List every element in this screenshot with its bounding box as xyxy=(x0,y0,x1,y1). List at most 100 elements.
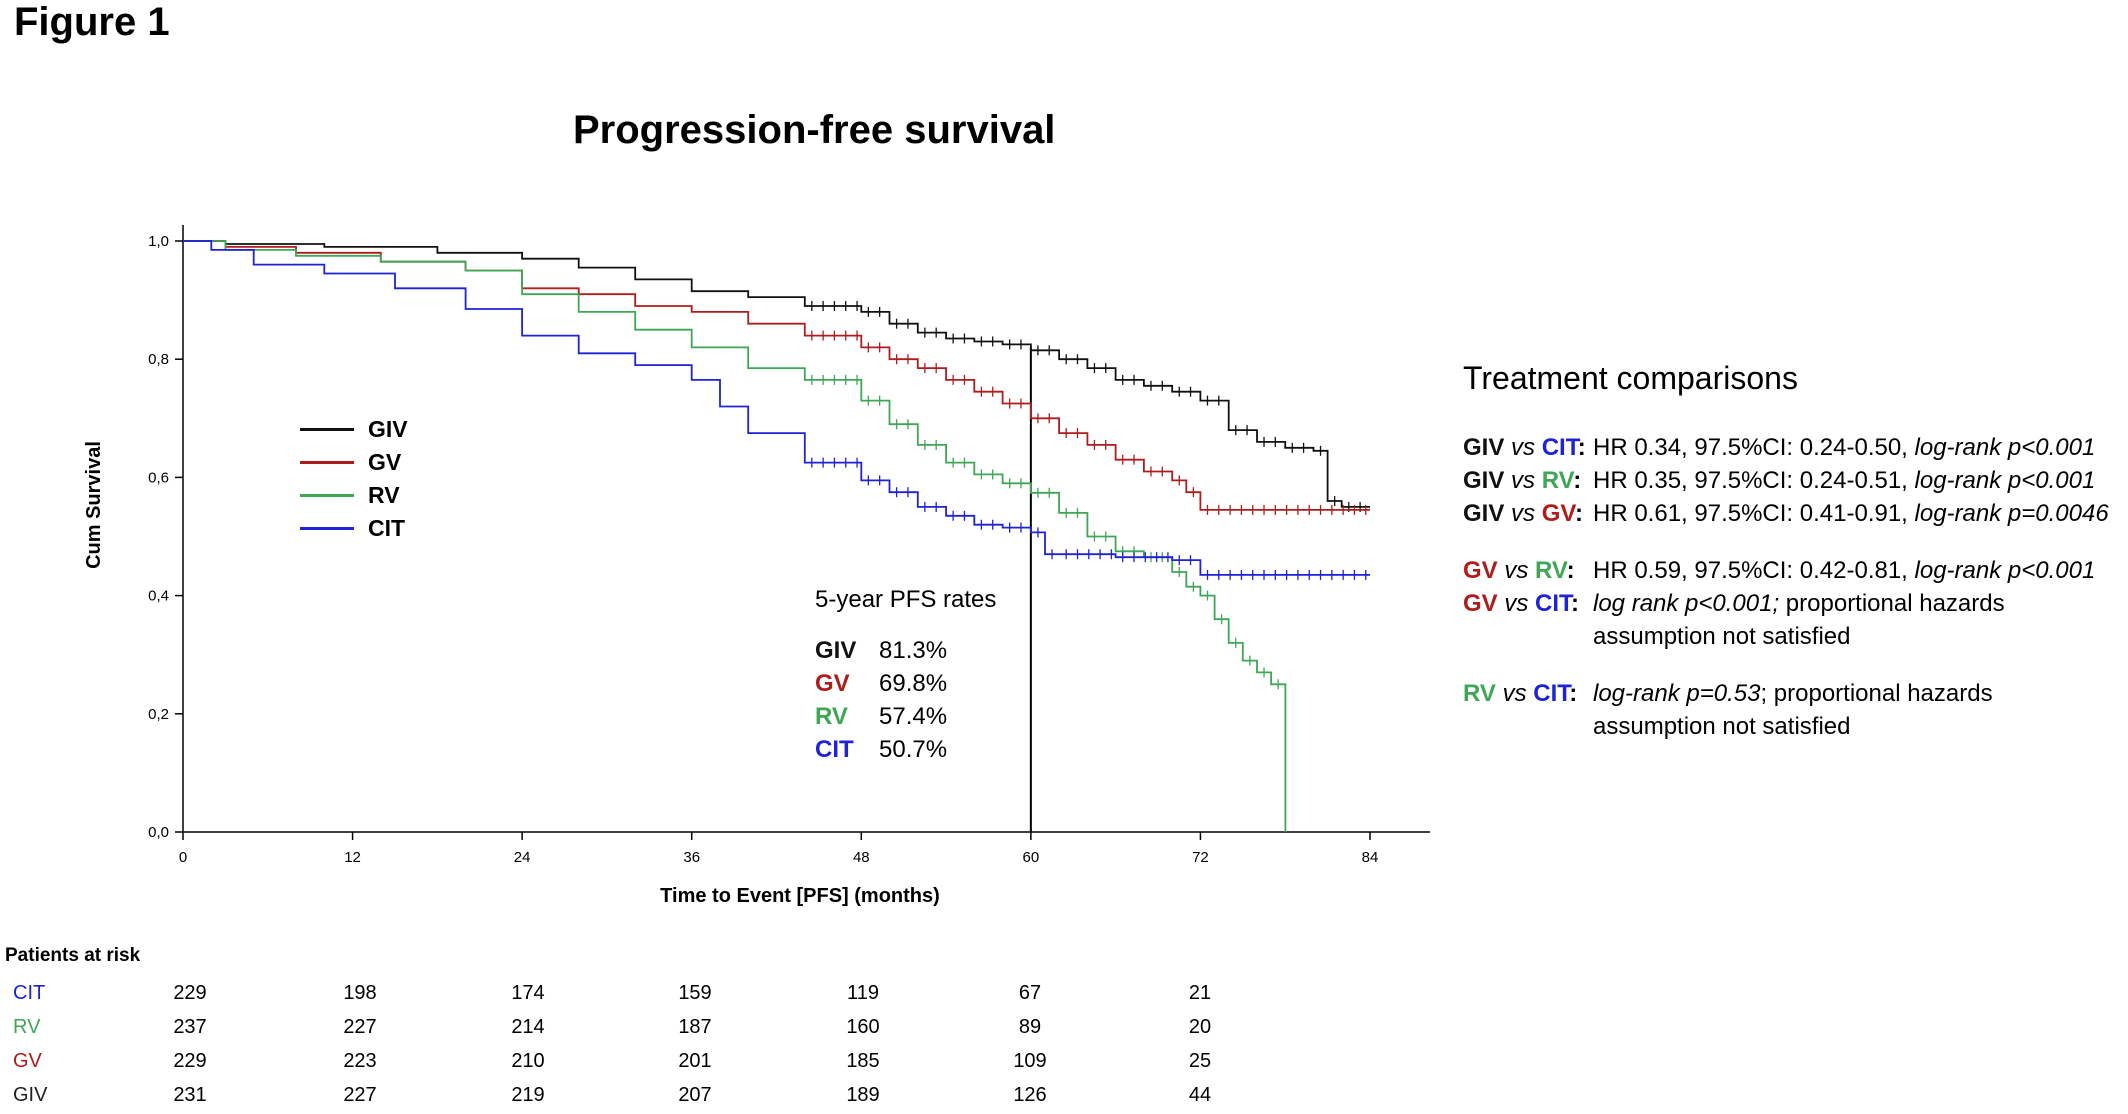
comparison-text: assumption not satisfied xyxy=(1593,623,1851,650)
risk-value: 109 xyxy=(1013,1050,1047,1072)
x-tick-label: 0 xyxy=(179,849,187,866)
pfs-group: GV xyxy=(815,669,850,697)
risk-value: 210 xyxy=(511,1050,545,1072)
y-tick-label: 1,0 xyxy=(148,233,169,250)
risk-row-giv: GIV 231 227 219 207 189 126 44 xyxy=(0,1084,1300,1114)
legend-label: RV xyxy=(368,482,400,508)
risk-group-label: GIV xyxy=(13,1084,48,1106)
comparison-row-cont: assumption not satisfied xyxy=(1463,710,2109,743)
risk-value: 198 xyxy=(343,982,377,1004)
pfs-value: 81.3% xyxy=(879,636,948,664)
x-tick-label: 12 xyxy=(344,849,361,866)
legend-item: GIV xyxy=(300,413,408,446)
risk-row-gv: GV 229 223 210 201 185 109 25 xyxy=(0,1050,1300,1080)
comparison-text: log-rank p=0.53; proportional hazards xyxy=(1593,680,1993,707)
y-tick-label: 0,6 xyxy=(148,469,169,486)
risk-value: 159 xyxy=(678,982,712,1004)
figure-label: Figure 1 xyxy=(14,0,170,44)
pfs-rate-row: CIT 50.7% xyxy=(815,733,996,766)
legend-item: GV xyxy=(300,446,408,479)
comparison-text: assumption not satisfied xyxy=(1593,713,1851,740)
legend-swatch xyxy=(300,428,354,431)
survival-curve-giv xyxy=(183,240,1370,508)
risk-value: 89 xyxy=(1018,1016,1042,1038)
x-tick-label: 48 xyxy=(853,849,870,866)
legend-label: CIT xyxy=(368,515,406,541)
pfs-value: 57.4% xyxy=(879,702,948,730)
comparison-row: RV vs CIT: log-rank p=0.53; proportional… xyxy=(1463,677,2109,710)
pfs-rate-row: GIV 81.3% xyxy=(815,634,996,667)
survival-curve-rv xyxy=(183,240,1287,832)
risk-value: 227 xyxy=(343,1016,377,1038)
survival-curve-cit xyxy=(183,240,1370,576)
comparison-text: log rank p<0.001; proportional hazards xyxy=(1593,590,2005,617)
risk-value: 237 xyxy=(173,1016,207,1038)
comparisons-title: Treatment comparisons xyxy=(1463,360,1798,396)
pfs-rate-row: RV 57.4% xyxy=(815,700,996,733)
risk-value: 21 xyxy=(1188,982,1212,1004)
legend-item: CIT xyxy=(300,512,408,545)
x-tick-label: 60 xyxy=(1023,849,1040,866)
y-tick-label: 0,4 xyxy=(148,588,169,605)
comparison-row: GIV vs RV: HR 0.35, 97.5%CI: 0.24-0.51, … xyxy=(1463,464,2109,497)
comparison-key: GV vs RV: xyxy=(1463,557,1575,584)
y-tick-label: 0,2 xyxy=(148,706,169,723)
risk-group-label: CIT xyxy=(13,982,46,1004)
comparison-row: GV vs CIT: log rank p<0.001; proportiona… xyxy=(1463,587,2109,620)
risk-value: 160 xyxy=(846,1016,880,1038)
comparison-key: GV vs CIT: xyxy=(1463,590,1580,617)
comparison-row-cont: assumption not satisfied xyxy=(1463,620,2109,653)
risk-value: 174 xyxy=(511,982,545,1004)
treatment-comparisons: Treatment comparisons GIV vs CIT: HR 0.3… xyxy=(1463,360,2109,743)
risk-group-label: RV xyxy=(13,1016,41,1038)
y-tick-label: 0,8 xyxy=(148,351,169,368)
legend-swatch xyxy=(300,461,354,464)
chart-title: Progression-free survival xyxy=(573,108,1056,152)
risk-value: 223 xyxy=(343,1050,377,1072)
y-axis-label: Cum Survival xyxy=(83,441,105,569)
comparison-text: HR 0.59, 97.5%CI: 0.42-0.81, log-rank p<… xyxy=(1593,557,2096,584)
risk-value: 229 xyxy=(173,1050,207,1072)
comparison-text: HR 0.35, 97.5%CI: 0.24-0.51, log-rank p<… xyxy=(1593,467,2096,494)
risk-value: 231 xyxy=(173,1084,207,1106)
legend-swatch xyxy=(300,494,354,497)
comparison-text: HR 0.61, 97.5%CI: 0.41-0.91, log-rank p=… xyxy=(1593,500,2109,527)
x-tick-label: 72 xyxy=(1192,849,1209,866)
risk-value: 227 xyxy=(343,1084,377,1106)
legend-swatch xyxy=(300,527,354,530)
risk-value: 229 xyxy=(173,982,207,1004)
y-tick-label: 0,0 xyxy=(148,824,169,841)
legend-label: GV xyxy=(368,449,402,475)
risk-row-cit: CIT 229 198 174 159 119 67 21 xyxy=(0,982,1300,1012)
risk-value: 187 xyxy=(678,1016,712,1038)
risk-value: 126 xyxy=(1013,1084,1047,1106)
comparison-key: RV vs CIT: xyxy=(1463,680,1578,707)
comparison-text: HR 0.34, 97.5%CI: 0.24-0.50, log-rank p<… xyxy=(1593,434,2096,461)
risk-value: 201 xyxy=(678,1050,712,1072)
risk-value: 214 xyxy=(511,1016,545,1038)
legend-item: RV xyxy=(300,479,408,512)
comparison-key: GIV vs CIT: xyxy=(1463,434,1586,461)
risk-value: 67 xyxy=(1018,982,1042,1004)
x-axis-label: Time to Event [PFS] (months) xyxy=(660,885,940,907)
comparison-key: GIV vs RV: xyxy=(1463,467,1582,494)
risk-group-label: GV xyxy=(13,1050,42,1072)
risk-table-title: Patients at risk xyxy=(5,945,141,966)
x-tick-label: 36 xyxy=(683,849,700,866)
pfs-rates-title: 5-year PFS rates xyxy=(815,586,997,613)
pfs-rate-row: GV 69.8% xyxy=(815,667,996,700)
risk-value: 185 xyxy=(846,1050,880,1072)
pfs-value: 69.8% xyxy=(879,669,948,697)
comparison-row: GIV vs GV: HR 0.61, 97.5%CI: 0.41-0.91, … xyxy=(1463,497,2109,530)
risk-value: 119 xyxy=(847,982,879,1004)
pfs-group: CIT xyxy=(815,735,854,763)
comparison-row: GV vs RV: HR 0.59, 97.5%CI: 0.42-0.81, l… xyxy=(1463,554,2109,587)
legend-label: GIV xyxy=(368,416,408,442)
risk-value: 189 xyxy=(846,1084,880,1106)
x-tick-label: 24 xyxy=(514,849,531,866)
legend: GIV GV RV CIT xyxy=(300,413,408,545)
pfs-group: RV xyxy=(815,702,848,730)
pfs-group: GIV xyxy=(815,636,857,664)
x-tick-label: 84 xyxy=(1362,849,1379,866)
